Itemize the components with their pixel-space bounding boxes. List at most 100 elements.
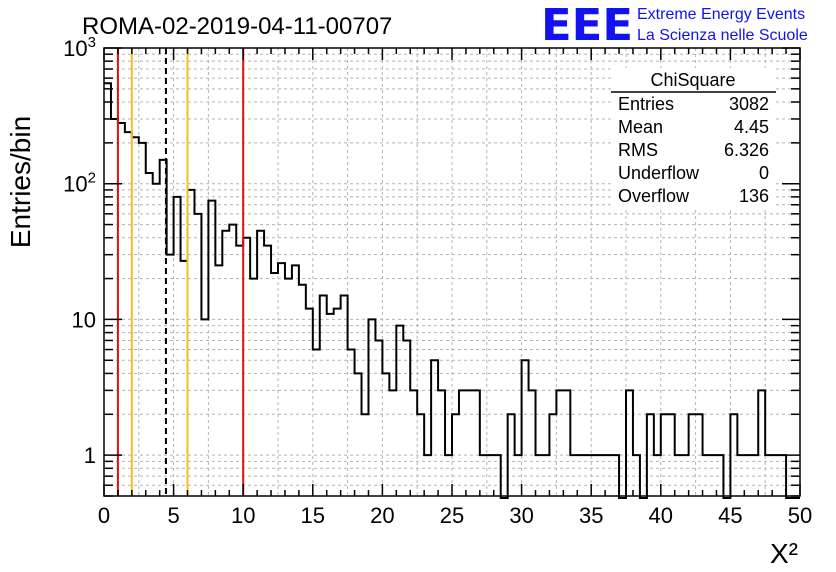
stats-row-value: 4.45 bbox=[734, 117, 769, 137]
y-tick-label: 10 bbox=[72, 307, 96, 332]
histogram-bin bbox=[306, 309, 313, 496]
histogram-bin bbox=[494, 455, 501, 496]
histogram-bin bbox=[278, 263, 285, 496]
histogram-bin bbox=[285, 279, 292, 496]
histogram-bin bbox=[758, 390, 765, 496]
histogram-bin bbox=[355, 373, 362, 496]
histogram-bin bbox=[654, 455, 661, 496]
histogram-bin bbox=[487, 455, 494, 496]
histogram bbox=[104, 82, 800, 499]
x-tick-label: 10 bbox=[231, 503, 255, 528]
histogram-bin bbox=[320, 296, 327, 496]
x-tick-label: 20 bbox=[370, 503, 394, 528]
histogram-bin bbox=[146, 173, 153, 496]
histogram-bin bbox=[556, 390, 563, 496]
histogram-bin bbox=[598, 455, 605, 496]
y-tick-label: 102 bbox=[63, 170, 96, 197]
histogram-bin bbox=[515, 455, 522, 496]
histogram-bin bbox=[703, 455, 710, 496]
histogram-bin bbox=[403, 340, 410, 496]
histogram-bin bbox=[292, 265, 299, 496]
histogram-bin bbox=[584, 455, 591, 496]
histogram-bin bbox=[730, 414, 737, 496]
x-tick-label: 30 bbox=[509, 503, 533, 528]
histogram-bin bbox=[647, 414, 654, 496]
histogram-bin bbox=[445, 455, 452, 496]
histogram-bin bbox=[229, 225, 236, 496]
histogram-bin bbox=[696, 414, 703, 496]
stats-row-value: 3082 bbox=[729, 94, 769, 114]
x-tick-label: 5 bbox=[167, 503, 179, 528]
histogram-bin bbox=[104, 83, 111, 496]
histogram-bin bbox=[410, 390, 417, 496]
histogram-bin bbox=[633, 455, 640, 496]
histogram-bin bbox=[710, 455, 717, 496]
stats-row-label: Entries bbox=[618, 94, 674, 114]
axes: 0 5 10 15 20 25 30 35 40 45 50 1 10 102 103 bbox=[63, 34, 812, 528]
eee-logo-line2: La Scienza nelle Scuole bbox=[637, 27, 808, 44]
histogram-bin bbox=[341, 296, 348, 496]
histogram-bin bbox=[570, 455, 577, 496]
x-tick-label: 50 bbox=[788, 503, 812, 528]
histogram-bin bbox=[612, 455, 619, 496]
histogram-bin bbox=[751, 455, 758, 496]
reference-lines bbox=[116, 48, 245, 496]
histogram-outline bbox=[104, 82, 800, 499]
histogram-bin bbox=[480, 455, 487, 496]
x-tick-label: 45 bbox=[718, 503, 742, 528]
stats-box: ChiSquare Entries 3082 Mean 4.45 RMS 6.3… bbox=[611, 68, 776, 210]
histogram-bin bbox=[779, 455, 786, 496]
eee-logo-mark: EEE bbox=[541, 0, 633, 51]
histogram-bin bbox=[529, 390, 536, 496]
histogram-bin bbox=[382, 373, 389, 496]
histogram-bin bbox=[362, 414, 369, 496]
histogram-bin bbox=[542, 455, 549, 496]
histogram-bin bbox=[264, 246, 271, 496]
histogram-bin bbox=[577, 455, 584, 496]
y-tick-label: 103 bbox=[63, 34, 96, 61]
stats-row-label: Overflow bbox=[618, 186, 690, 206]
histogram-bin bbox=[132, 137, 139, 496]
histogram-bin bbox=[201, 319, 208, 496]
x-tick-label: 0 bbox=[98, 503, 110, 528]
x-tick-label: 15 bbox=[301, 503, 325, 528]
histogram-bin bbox=[375, 340, 382, 496]
histogram-bin bbox=[299, 285, 306, 496]
histogram-bin bbox=[438, 390, 445, 496]
histogram-bin bbox=[188, 190, 195, 496]
histogram-bin bbox=[689, 414, 696, 496]
histogram-bin bbox=[194, 214, 201, 496]
histogram-bin bbox=[772, 455, 779, 496]
histogram-bin bbox=[222, 231, 229, 496]
stats-row-value: 6.326 bbox=[724, 140, 769, 160]
histogram-bin bbox=[431, 360, 438, 496]
histogram-bin bbox=[466, 390, 473, 496]
x-tick-label: 25 bbox=[440, 503, 464, 528]
histogram-bin bbox=[257, 231, 264, 496]
histogram-bin bbox=[473, 390, 480, 496]
histogram-bin bbox=[508, 414, 515, 496]
histogram-bin bbox=[591, 455, 598, 496]
histogram-bin bbox=[716, 455, 723, 496]
histogram-bin bbox=[153, 184, 160, 496]
histogram-bin bbox=[522, 360, 529, 496]
histogram-bin bbox=[139, 143, 146, 496]
histogram-bin bbox=[682, 455, 689, 496]
histogram-bin bbox=[424, 455, 431, 496]
stats-row-label: RMS bbox=[618, 140, 658, 160]
stats-box-title: ChiSquare bbox=[650, 70, 735, 90]
histogram-bin bbox=[111, 119, 118, 496]
histogram-bin bbox=[737, 455, 744, 496]
histogram-bin bbox=[459, 390, 466, 496]
histogram-bin bbox=[368, 319, 375, 496]
histogram-bin bbox=[396, 326, 403, 496]
histogram-bin bbox=[417, 414, 424, 496]
x-axis-title: X² bbox=[770, 538, 798, 569]
histogram-bin bbox=[181, 261, 188, 496]
histogram-bin bbox=[452, 414, 459, 496]
histogram-bin bbox=[327, 314, 334, 496]
histogram-bin bbox=[174, 197, 181, 496]
histogram-bin bbox=[118, 123, 125, 496]
histogram-bin bbox=[167, 255, 174, 496]
